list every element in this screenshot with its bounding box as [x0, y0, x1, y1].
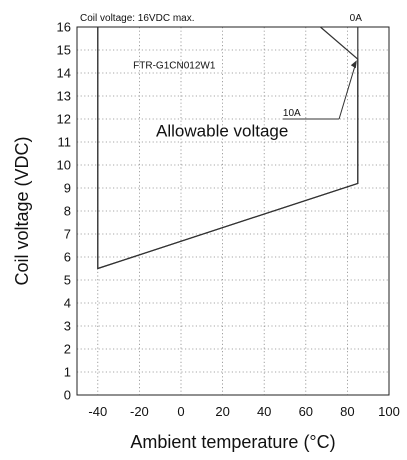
series: [97, 26, 359, 270]
y-tick-label: 1: [64, 365, 71, 380]
y-tick-label: 5: [64, 273, 71, 288]
chart-title: Coil voltage: 16VDC max.: [80, 13, 195, 24]
x-tick-label: 40: [257, 404, 271, 419]
y-tick-label: 11: [58, 135, 72, 150]
y-tick-label: 9: [64, 181, 71, 196]
y-tick-label: 7: [64, 227, 71, 242]
leader-arrowhead: [350, 60, 357, 69]
y-tick-label: 15: [57, 43, 71, 58]
x-axis-label: Ambient temperature (°C): [130, 432, 335, 452]
region-label: Allowable voltage: [156, 121, 288, 140]
y-tick-label: 14: [57, 66, 71, 81]
y-tick-label: 2: [64, 342, 71, 357]
x-tick-label: 20: [215, 404, 229, 419]
annotations: [282, 60, 357, 120]
y-tick-label: 4: [64, 296, 71, 311]
y-axis-label: Coil voltage (VDC): [12, 136, 32, 285]
x-tick-label: 60: [299, 404, 313, 419]
model-label: FTR-G1CN012W1: [133, 60, 216, 71]
y-tick-label: 3: [64, 319, 71, 334]
plot-frame: [76, 26, 390, 396]
series-label-0a: 0A: [350, 13, 363, 24]
x-tick-label: 100: [378, 404, 400, 419]
x-tick-label: 80: [340, 404, 354, 419]
series-line-1: [97, 26, 359, 270]
x-tick-label: -20: [130, 404, 149, 419]
y-tick-label: 13: [57, 89, 71, 104]
x-tick-label: 0: [177, 404, 184, 419]
series-label-10a: 10A: [283, 108, 301, 119]
y-tick-label: 0: [64, 388, 71, 403]
leader-line: [338, 63, 357, 120]
y-tick-label: 8: [64, 204, 71, 219]
y-tick-label: 6: [64, 250, 71, 265]
x-tick-label: -40: [88, 404, 107, 419]
y-tick-label: 12: [57, 112, 71, 127]
tick-labels: -40 -20 0 20 40 60 80 1000123456789101112131415…: [57, 20, 400, 420]
y-tick-label: 10: [57, 158, 71, 173]
y-tick-label: 16: [57, 20, 71, 35]
grid: [76, 26, 390, 396]
